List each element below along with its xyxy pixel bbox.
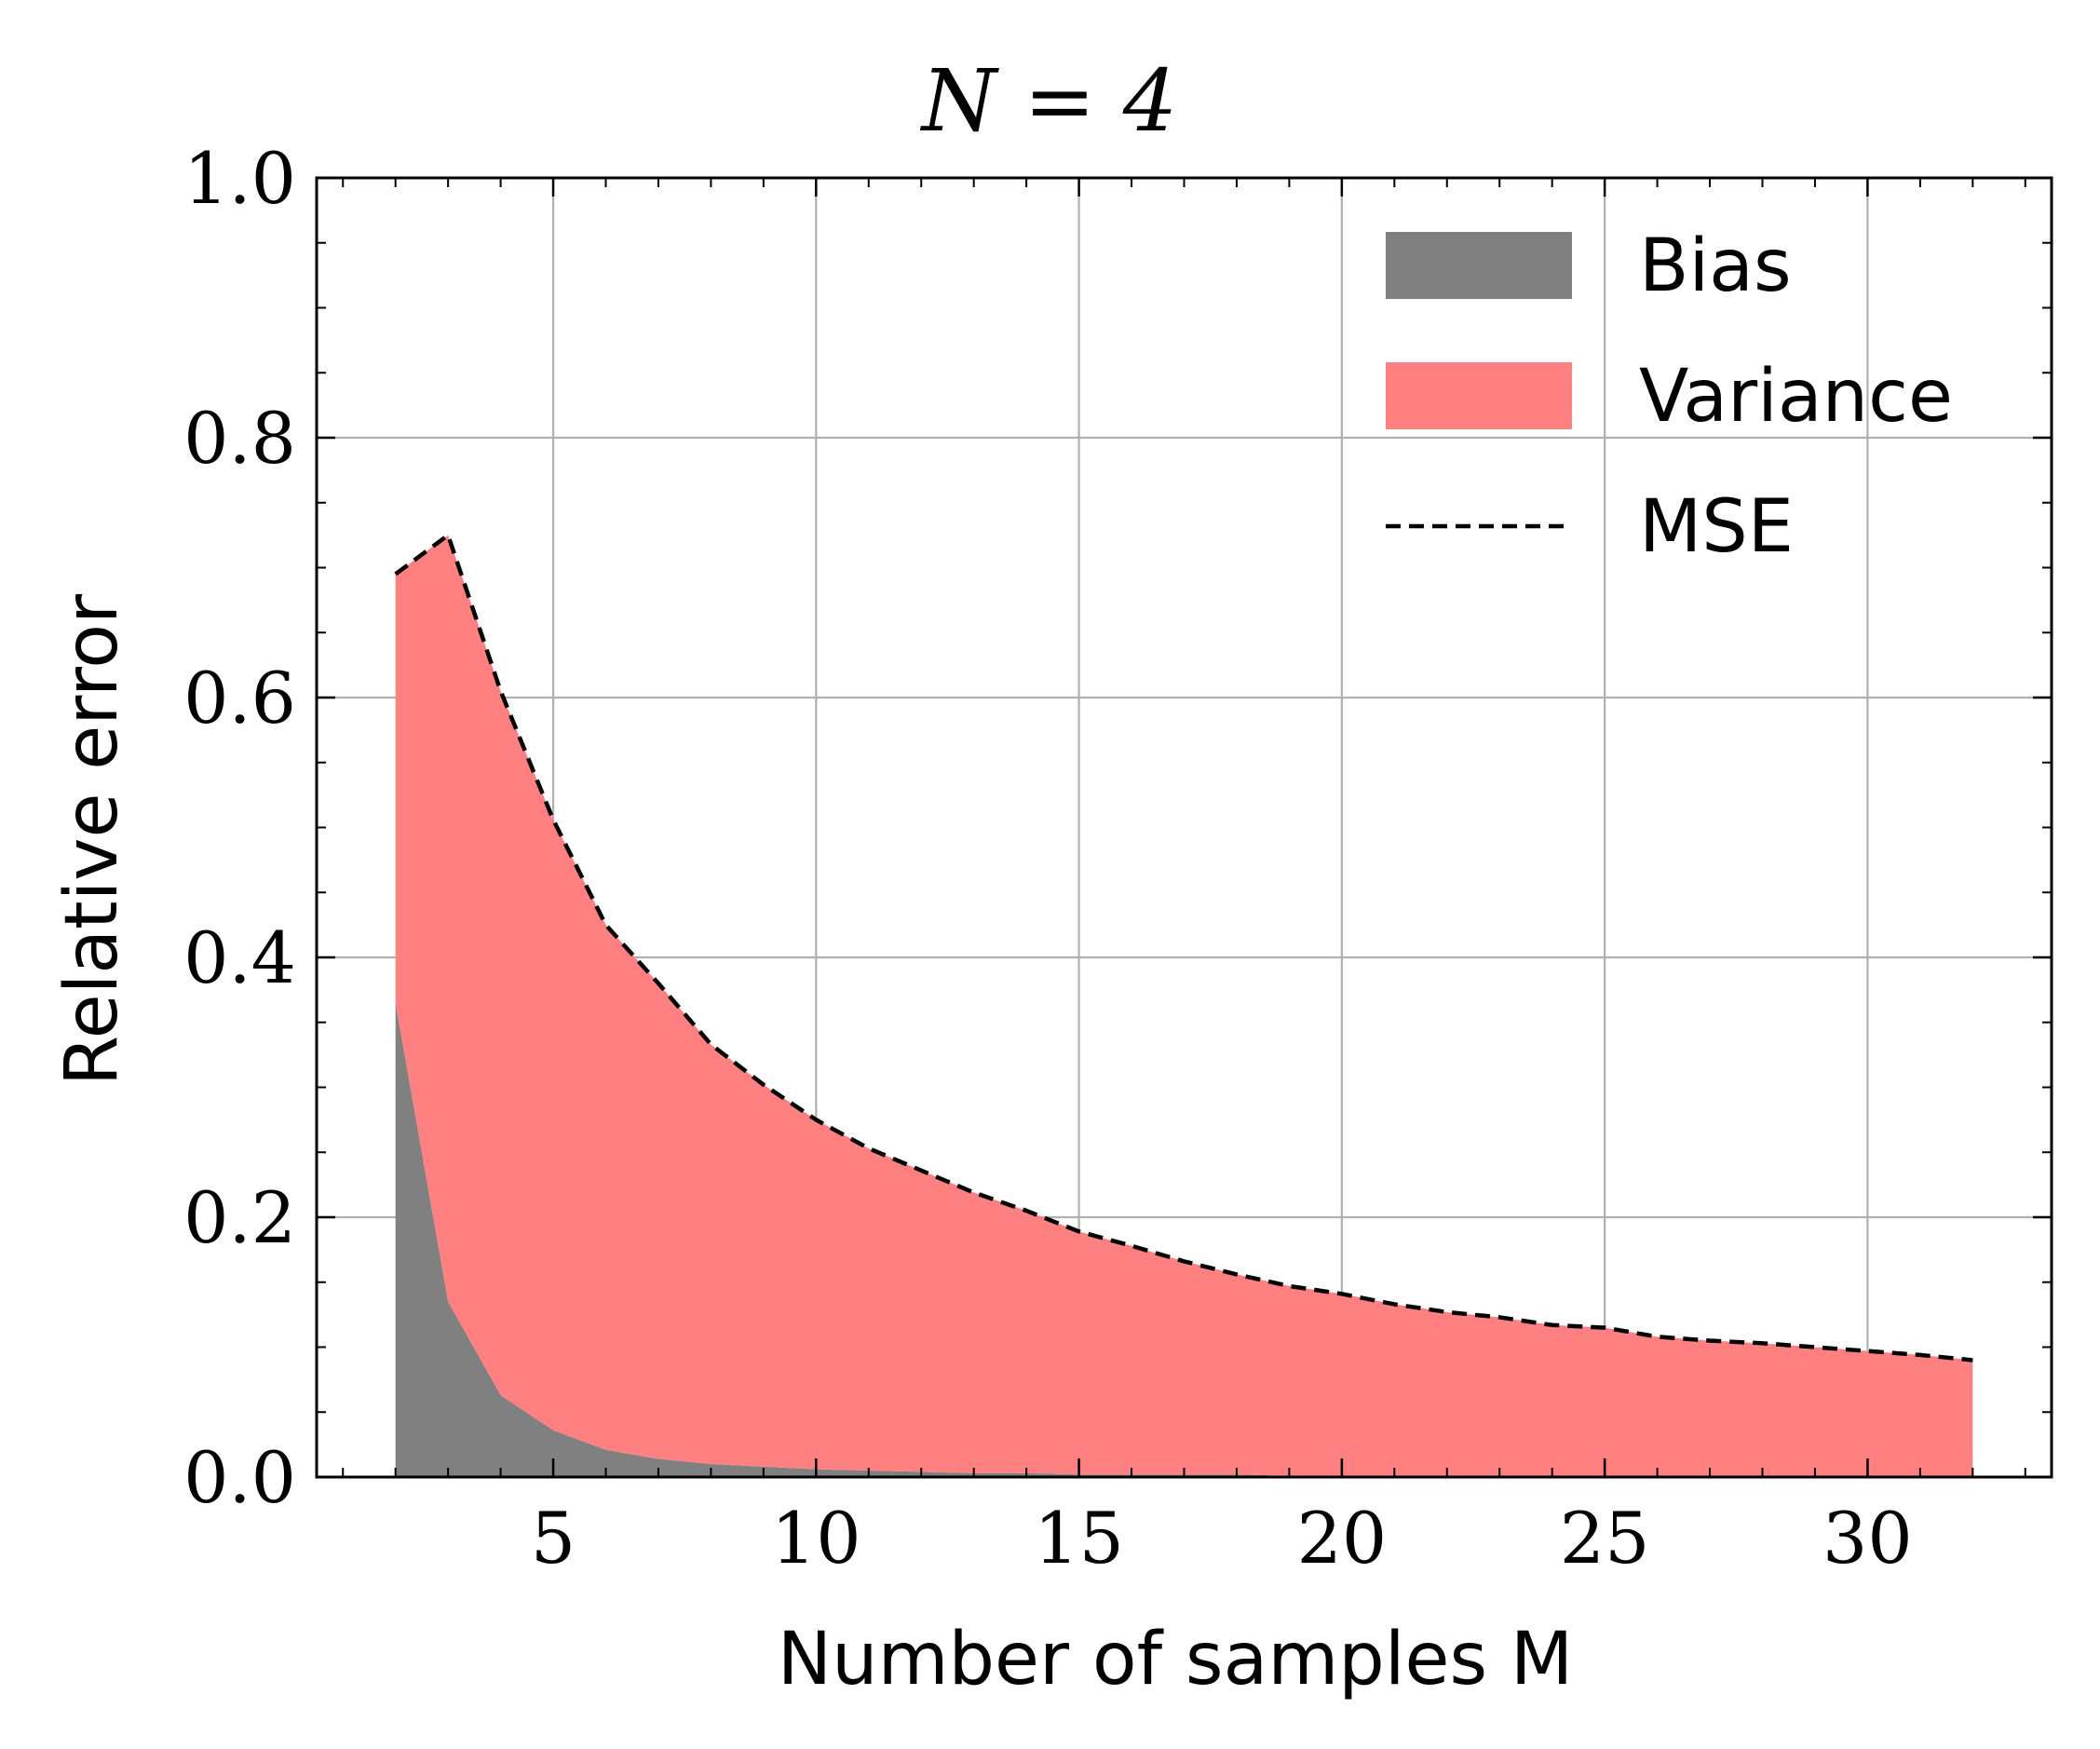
chart-title: N = 4 <box>920 51 1178 151</box>
y-axis-label: Relative error <box>50 593 134 1086</box>
y-tick-label: 1.0 <box>183 137 296 220</box>
variance-area <box>395 535 1973 1476</box>
tick-labels: 5 10 15 20 25 30 0.0 0.2 0.4 0.6 0.8 1.0 <box>183 137 1913 1580</box>
y-tick-label: 0.8 <box>183 397 296 480</box>
mse-line <box>394 533 1973 1363</box>
y-tick-label: 0.2 <box>183 1176 296 1259</box>
legend-swatch-variance <box>1386 362 1572 429</box>
x-axis-label: Number of samples M <box>778 1618 1573 1702</box>
x-tick-label: 5 <box>531 1497 576 1580</box>
x-tick-label: 25 <box>1560 1497 1650 1580</box>
legend: Bias Variance MSE <box>1386 224 1953 569</box>
legend-label-bias: Bias <box>1639 224 1792 308</box>
y-tick-label: 0.4 <box>183 916 296 999</box>
x-tick-label: 30 <box>1822 1497 1913 1580</box>
y-tick-label: 0.0 <box>183 1436 296 1519</box>
legend-label-variance: Variance <box>1639 355 1953 439</box>
areas <box>395 535 1973 1477</box>
legend-label-mse: MSE <box>1639 485 1794 569</box>
x-tick-label: 15 <box>1034 1497 1124 1580</box>
ticks <box>317 176 2052 1479</box>
x-tick-label: 10 <box>771 1497 861 1580</box>
lines <box>394 533 1973 1363</box>
legend-swatch-bias <box>1386 232 1572 299</box>
x-tick-label: 20 <box>1297 1497 1388 1580</box>
y-tick-label: 0.6 <box>183 657 296 739</box>
